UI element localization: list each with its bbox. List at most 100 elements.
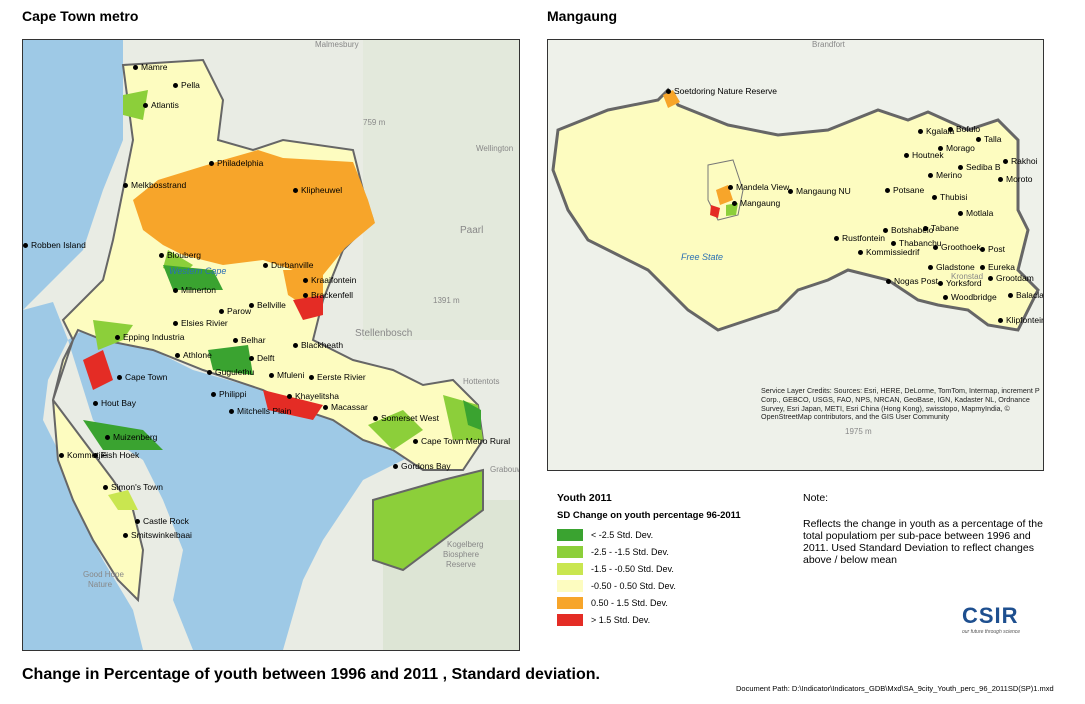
place-dot-icon (886, 279, 891, 285)
mangaung-place-label: Sediba B (958, 162, 1001, 172)
place-name: Philippi (219, 389, 247, 399)
place-dot-icon (932, 195, 937, 201)
place-name: Eerste Rivier (317, 372, 366, 382)
mangaung-map[interactable]: Brandfort Kronstad 1975 m Free State Soe… (547, 39, 1044, 471)
place-dot-icon (123, 533, 128, 539)
cape-town-place-label: Mamre (133, 62, 167, 72)
place-dot-icon (175, 353, 180, 359)
cape-town-place-label: Pella (173, 80, 200, 90)
cape-town-place-label: Mfuleni (269, 370, 304, 380)
place-dot-icon (219, 309, 224, 315)
place-dot-icon (115, 335, 120, 341)
place-dot-icon (923, 226, 928, 232)
place-name: Brackenfell (311, 290, 354, 300)
place-dot-icon (303, 278, 308, 284)
place-dot-icon (943, 295, 948, 301)
place-dot-icon (287, 394, 292, 400)
place-dot-icon (728, 185, 733, 191)
place-dot-icon (293, 343, 298, 349)
mangaung-place-label: Mangaung NU (788, 186, 851, 196)
place-name: Cape Town Metro Rural (421, 436, 511, 446)
western-cape-label: Western Cape (169, 266, 227, 276)
place-name: Parow (227, 306, 252, 316)
mangaung-place-label: Gladstone (928, 262, 975, 272)
place-name: Mamre (141, 62, 168, 72)
mangaung-place-label: Kommissiedrif (858, 247, 919, 257)
cape-town-place-label: Brackenfell (303, 290, 353, 300)
mangaung-place-label: Post (980, 244, 1005, 254)
place-name: Muizenberg (113, 432, 158, 442)
cape-town-place-label: Melkbosstrand (123, 180, 186, 190)
csir-logo-tagline: our future through science (962, 629, 1021, 635)
note: Note: Reflects the change in youth as a … (803, 492, 1053, 566)
legend-swatch (557, 596, 583, 609)
legend-row: < -2.5 Std. Dev. (557, 526, 777, 543)
cape-town-place-label: Philadelphia (209, 158, 263, 168)
legend-row: > 1.5 Std. Dev. (557, 611, 777, 628)
place-dot-icon (207, 370, 212, 376)
csir-logo-text: CSIR (962, 603, 1019, 628)
place-dot-icon (323, 405, 328, 411)
place-name: Bofulo (956, 124, 981, 134)
place-dot-icon (93, 401, 98, 407)
place-dot-icon (918, 129, 923, 135)
cape-town-place-label: Castle Rock (135, 516, 189, 526)
place-name: Smitswinkelbaai (131, 530, 192, 540)
place-dot-icon (233, 338, 238, 344)
place-name: Gladstone (936, 262, 975, 272)
place-name: Mitchells Plain (237, 406, 292, 416)
mangaung-place-label: Soetdoring Nature Reserve (666, 86, 777, 96)
label-stellenbosch: Stellenbosch (355, 328, 413, 339)
place-name: Merino (936, 170, 962, 180)
cape-town-place-label: Fish Hoek (93, 450, 139, 460)
mangaung-place-label: Potsane (885, 185, 924, 195)
place-name: Bellville (257, 300, 286, 310)
cape-town-place-label: Belhar (233, 335, 266, 345)
place-dot-icon (883, 228, 888, 234)
place-name: Gugulethu (215, 367, 255, 377)
label-759m: 759 m (363, 118, 386, 127)
mangaung-place-label: Klipfontein (998, 315, 1043, 325)
place-name: Blouberg (167, 250, 202, 260)
cape-town-place-label: Bellville (249, 300, 286, 310)
place-name: Athlone (183, 350, 212, 360)
place-dot-icon (135, 519, 140, 525)
place-dot-icon (173, 321, 178, 327)
document-path: Document Path: D:\Indicator\Indicators_G… (736, 684, 1054, 693)
cape-town-place-label: Eerste Rivier (309, 372, 366, 382)
mangaung-place-label: Thabanchu (891, 238, 942, 248)
place-name: Mandela View (736, 182, 790, 192)
place-dot-icon (1003, 159, 1008, 165)
place-name: Motlala (966, 208, 994, 218)
place-name: Hout Bay (101, 398, 136, 408)
cape-town-place-label: Philippi (211, 389, 246, 399)
place-name: Delft (257, 353, 275, 363)
label-1391m: 1391 m (433, 296, 460, 305)
place-dot-icon (928, 173, 933, 179)
mangaung-place-label: Bofulo (948, 124, 980, 134)
cape-town-place-label: Cape Town (117, 372, 167, 382)
mangaung-place-label: Mangaung (732, 198, 780, 208)
place-name: Rustfontein (842, 233, 885, 243)
place-dot-icon (938, 146, 943, 152)
cape-town-map[interactable]: Malmesbury Wellington Paarl Stellenbosch… (22, 39, 520, 651)
mangaung-place-label: Thubisi (932, 192, 967, 202)
mangaung-place-label: Tabane (923, 223, 959, 233)
cape-town-place-label: Robben Island (23, 240, 86, 250)
place-name: Simon's Town (111, 482, 164, 492)
place-dot-icon (103, 485, 108, 491)
place-dot-icon (938, 281, 943, 287)
legend-swatch (557, 528, 583, 541)
place-dot-icon (211, 392, 216, 398)
place-dot-icon (666, 89, 671, 95)
place-name: Elsies Rivier (181, 318, 228, 328)
place-name: Castle Rock (143, 516, 189, 526)
cape-town-place-label: Elsies Rivier (173, 318, 228, 328)
label-hottentots: Hottentots (463, 377, 500, 386)
cape-town-place-label: Durbanville (263, 260, 314, 270)
place-name: Morago (946, 143, 975, 153)
place-name: Thabanchu (899, 238, 942, 248)
label-kogelberg: Kogelberg (447, 540, 484, 549)
cape-town-map-title: Cape Town metro (22, 8, 139, 24)
place-name: Yorksford (946, 278, 982, 288)
